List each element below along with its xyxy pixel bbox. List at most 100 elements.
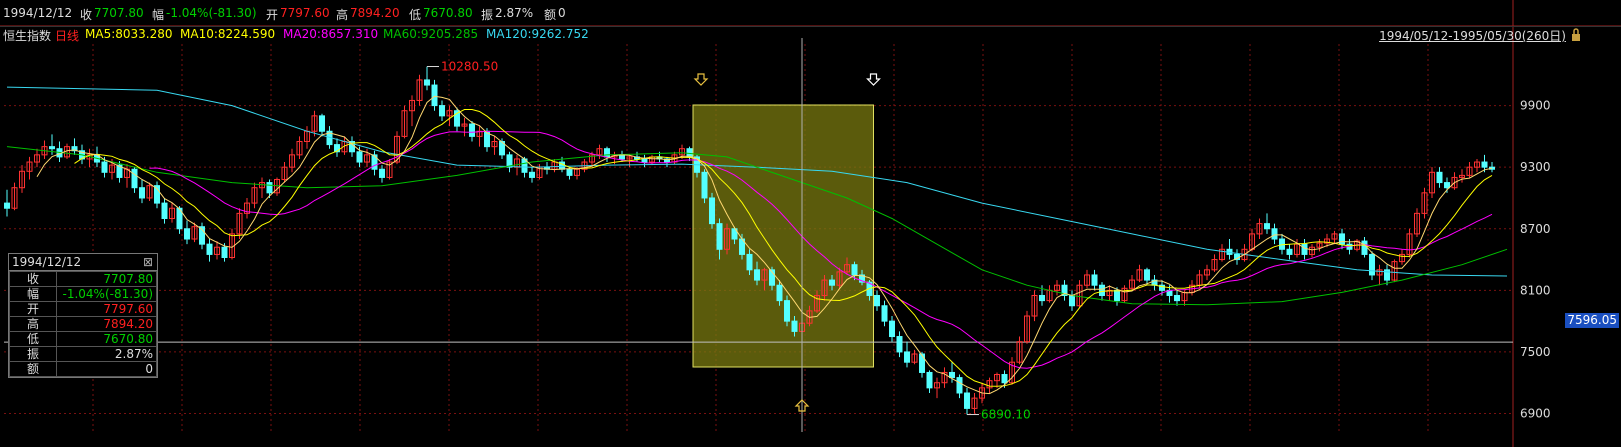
candle-body (461, 123, 468, 127)
y-tick-label: 9300 (1520, 160, 1551, 174)
lock-icon[interactable] (1570, 28, 1582, 42)
header-high-label: 高 (336, 8, 349, 22)
candle-body (589, 154, 595, 163)
info-key: 高 (9, 316, 57, 332)
candle-body (911, 353, 918, 363)
candle-body (1144, 269, 1150, 281)
candle-body (1114, 289, 1120, 302)
candle-body (1414, 212, 1420, 235)
date-range[interactable]: 1994/05/12-1995/05/30(260日) (1379, 29, 1566, 43)
candle-body (1121, 287, 1128, 302)
candle-body (1219, 248, 1225, 261)
y-tick-label: 7500 (1520, 345, 1551, 359)
candle-body (596, 148, 603, 156)
candle-body (446, 110, 453, 117)
candle-body (1024, 315, 1030, 343)
header-low-label: 低 (409, 8, 422, 22)
candle-body (829, 279, 835, 286)
candle-body (1324, 238, 1330, 244)
info-row: 振 2.87% (9, 346, 157, 362)
candle-body (529, 171, 535, 178)
ma-legend: 恒生指数 日线 MA5:8033.280 MA10:8224.590 MA20:… (0, 26, 1621, 44)
ma5-line (36, 95, 1493, 395)
close-icon[interactable]: ⊠ (142, 255, 153, 269)
arrow-down-icon (693, 73, 709, 86)
candle-body (506, 154, 513, 168)
header-vol: 0 (558, 6, 566, 20)
info-key: 幅 (9, 286, 57, 302)
highlight-region (692, 104, 874, 368)
candle-body (1211, 259, 1218, 271)
candle-body (1009, 361, 1015, 384)
candle-body (889, 320, 895, 338)
candle-body (394, 135, 400, 163)
header-open-label: 开 (266, 8, 279, 22)
candle-body (19, 170, 25, 189)
candle-body (709, 197, 715, 225)
info-value: 7707.80 (56, 271, 157, 287)
candle-body (409, 99, 415, 112)
candle-body (454, 110, 460, 127)
info-row: 开 7797.60 (9, 301, 157, 317)
candle-body (364, 154, 370, 163)
info-row: 幅 -1.04%(-81.30) (9, 286, 157, 302)
info-date: 1994/12/12 (12, 255, 82, 269)
candle-body (491, 141, 498, 148)
candle-body (731, 228, 738, 240)
candle-body (836, 271, 843, 286)
candle-body (664, 158, 670, 163)
info-key: 振 (9, 346, 57, 362)
candle-body (199, 226, 205, 245)
candle-body (1309, 246, 1315, 255)
low-annotation: 6890.10 (981, 408, 1031, 422)
candle-body (1301, 243, 1308, 255)
candle-body (904, 351, 910, 363)
candle-body (1481, 161, 1488, 168)
candle-body (1466, 166, 1473, 176)
info-value: -1.04%(-81.30) (56, 286, 157, 302)
candle-body (784, 300, 790, 322)
candle-body (1316, 242, 1323, 248)
y-tick-label: 6900 (1520, 407, 1551, 421)
y-tick-label: 9900 (1520, 99, 1551, 113)
candle-body (11, 187, 18, 209)
candle-body (881, 305, 888, 322)
candle-body (1061, 284, 1068, 296)
candle-body (1256, 223, 1263, 235)
info-value: 0 (56, 361, 157, 377)
info-row: 收 7707.80 (9, 271, 157, 287)
candle-body (214, 246, 220, 255)
candle-body (986, 380, 993, 389)
candle-body (26, 161, 33, 172)
candle-body (971, 397, 978, 409)
candle-body (1099, 284, 1105, 296)
candle-body (716, 223, 723, 250)
candle-body (1399, 253, 1405, 263)
candle-body (1174, 294, 1180, 302)
candle-body (1039, 294, 1045, 302)
period-label[interactable]: 日线 (55, 29, 80, 43)
info-table: 收 7707.80 幅 -1.04%(-81.30) 开 7797.60 高 7894.20 低… (9, 271, 157, 377)
candle-body (334, 144, 340, 153)
arrow-up-icon (794, 399, 810, 412)
header-close-label: 收 (80, 8, 93, 22)
candle-body (1286, 248, 1293, 255)
candle-body (169, 207, 175, 219)
candle-body (221, 246, 228, 259)
candle-body (379, 168, 385, 178)
candle-body (266, 182, 273, 194)
info-key: 额 (9, 361, 57, 377)
candle-body (926, 371, 933, 389)
header-close: 7707.80 (94, 6, 144, 20)
candle-body (859, 274, 865, 283)
candle-body (1204, 269, 1210, 276)
candle-body (896, 336, 903, 353)
info-value: 7797.60 (56, 301, 157, 317)
candle-body (761, 269, 768, 281)
candle-body (956, 377, 963, 394)
candle-body (776, 284, 783, 302)
candle-body (161, 202, 168, 219)
candle-body (701, 171, 708, 199)
candle-body (1001, 374, 1008, 384)
